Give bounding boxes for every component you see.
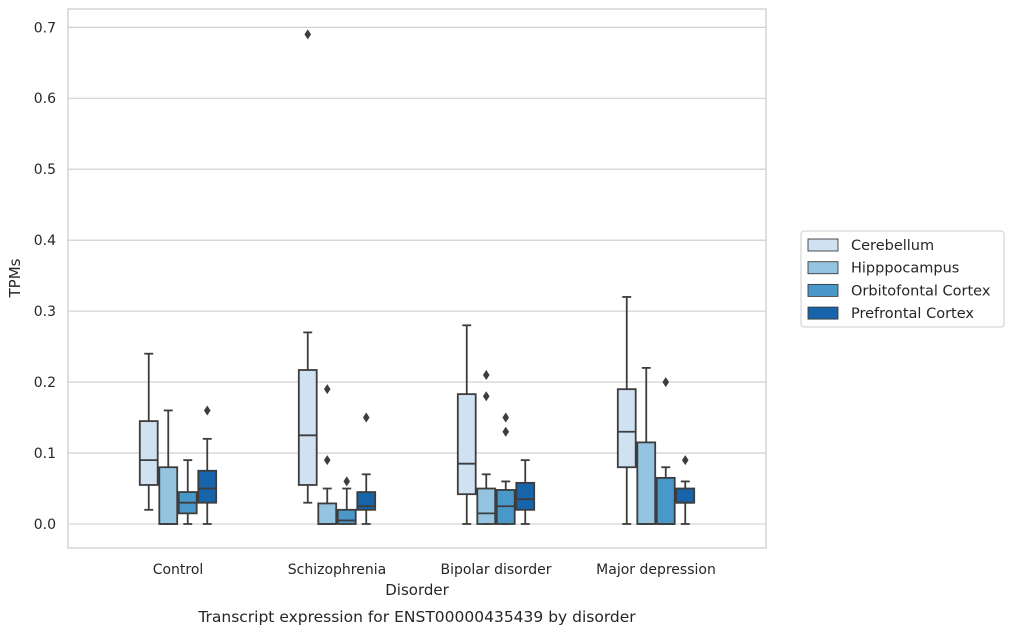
box-0-2 xyxy=(456,324,477,525)
box-3-1 xyxy=(356,412,377,525)
box-iqr xyxy=(616,388,637,469)
box-iqr xyxy=(138,420,159,486)
outlier-point xyxy=(304,29,312,40)
box-3-0 xyxy=(197,405,218,525)
outlier-point xyxy=(662,377,670,388)
y-axis-label: TPMs xyxy=(6,258,24,298)
legend-label: Prefrontal Cortex xyxy=(851,306,974,322)
box-3-2 xyxy=(515,459,536,525)
box-1-2 xyxy=(476,369,497,525)
y-tick-label: 0.3 xyxy=(34,304,56,320)
box-2-0 xyxy=(177,459,198,525)
x-tick-labels: Control Schizophrenia Bipolar disorder Majo… xyxy=(153,562,716,578)
x-tick-label: Control xyxy=(153,562,204,578)
x-tick-label: Major depression xyxy=(596,562,716,578)
legend-label: Cerebellum xyxy=(851,238,934,254)
box-iqr xyxy=(297,369,318,486)
box-iqr xyxy=(675,487,696,504)
box-1-0 xyxy=(158,409,179,525)
outlier-point xyxy=(203,405,211,416)
box-3-3 xyxy=(675,455,696,525)
outlier-point xyxy=(502,412,510,423)
box-iqr xyxy=(336,508,357,525)
chart-caption: Transcript expression for ENST0000043543… xyxy=(197,608,636,626)
box-iqr xyxy=(317,502,338,525)
outlier-point xyxy=(343,476,351,487)
legend-label: Hipppocampus xyxy=(851,261,959,277)
box-iqr xyxy=(515,481,536,511)
outlier-point xyxy=(681,455,689,466)
box-iqr xyxy=(197,469,218,504)
box-iqr xyxy=(456,393,477,496)
x-tick-label: Bipolar disorder xyxy=(440,562,551,578)
x-tick-label: Schizophrenia xyxy=(288,562,386,578)
outlier-point xyxy=(362,412,370,423)
box-iqr xyxy=(655,476,676,525)
legend-swatch xyxy=(807,261,839,275)
legend-swatch xyxy=(807,283,839,297)
box-1-3 xyxy=(636,366,657,525)
legend-swatch xyxy=(807,238,839,252)
gridlines xyxy=(68,26,766,525)
box-0-3 xyxy=(616,296,637,525)
box-2-2 xyxy=(495,412,516,525)
box-0-1 xyxy=(297,29,318,504)
box-iqr xyxy=(158,466,179,525)
y-tick-label: 0.0 xyxy=(34,517,56,533)
legend: Cerebellum Hipppocampus Orbitofontal Corte… xyxy=(800,230,1005,328)
outlier-point xyxy=(482,369,490,380)
box-2-1 xyxy=(336,476,357,525)
box-iqr xyxy=(476,487,497,525)
y-tick-label: 0.2 xyxy=(34,375,56,391)
y-tick-label: 0.5 xyxy=(34,162,56,178)
box-1-1 xyxy=(317,384,338,525)
box-series xyxy=(138,29,696,525)
x-axis-label: Disorder xyxy=(385,581,449,599)
outlier-point xyxy=(482,391,490,402)
outlier-point xyxy=(502,426,510,437)
plot-frame xyxy=(67,8,767,549)
box-0-0 xyxy=(138,352,159,511)
y-tick-label: 0.4 xyxy=(34,233,56,249)
box-2-3 xyxy=(655,377,676,525)
outlier-point xyxy=(323,455,331,466)
y-tick-label: 0.6 xyxy=(34,91,56,107)
y-tick-labels: 0.0 0.1 0.2 0.3 0.4 0.5 0.6 0.7 xyxy=(34,20,56,533)
outlier-point xyxy=(323,384,331,395)
y-tick-label: 0.7 xyxy=(34,20,56,36)
legend-label: Orbitofontal Cortex xyxy=(851,283,991,299)
legend-frame xyxy=(800,230,1005,328)
y-tick-label: 0.1 xyxy=(34,446,56,462)
box-iqr xyxy=(636,441,657,525)
legend-swatch xyxy=(807,306,839,320)
